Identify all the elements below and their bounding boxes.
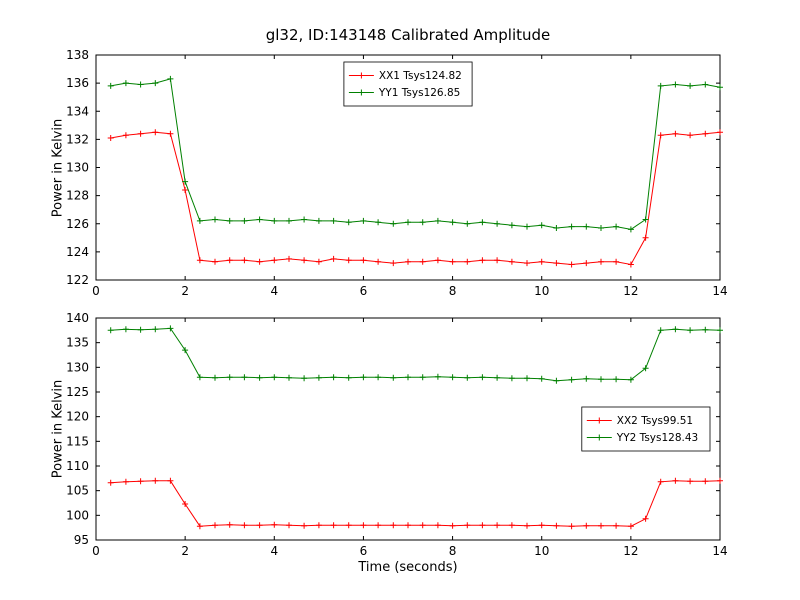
figure-title: gl32, ID:143148 Calibrated Amplitude — [265, 26, 551, 44]
y-tick-label: 132 — [66, 132, 89, 146]
y-tick-label: 126 — [66, 217, 89, 231]
axes: 0 2 4 6 8 10 12 14 95 100 105 110 115 120 125 130 135 140… — [66, 311, 728, 558]
y-tick-label: 140 — [66, 311, 89, 325]
series-line — [110, 327, 721, 382]
x-tick-label: 4 — [270, 544, 278, 558]
axes: 0 2 4 6 8 10 12 14 122 124 126 128 130 132 134 136 138 XX… — [66, 48, 728, 298]
y-tick-label: 128 — [66, 189, 89, 203]
x-tick-label: 6 — [360, 284, 368, 298]
series-line — [110, 480, 721, 527]
series-line — [110, 131, 721, 266]
x-tick-label: 14 — [712, 284, 727, 298]
x-tick-label: 8 — [449, 284, 457, 298]
y-tick-label: 100 — [66, 508, 89, 522]
x-tick-label: 8 — [449, 544, 457, 558]
x-tick-label: 12 — [623, 284, 638, 298]
legend-label: XX2 Tsys99.51 — [617, 415, 693, 427]
y-tick-label: 125 — [66, 385, 89, 399]
x-tick-label: 10 — [534, 544, 549, 558]
x-tick-label: 2 — [181, 544, 189, 558]
legend-label: YY1 Tsys126.85 — [378, 87, 460, 99]
x-tick-label: 2 — [181, 284, 189, 298]
y-tick-label: 105 — [66, 484, 89, 498]
legend-marker — [358, 72, 365, 79]
x-tick-label: 12 — [623, 544, 638, 558]
y-tick-label: 120 — [66, 410, 89, 424]
legend-marker — [358, 89, 365, 96]
legend-label: YY2 Tsys128.43 — [616, 432, 698, 444]
x-tick-label: 10 — [534, 284, 549, 298]
y-tick-label: 136 — [66, 76, 89, 90]
legend-marker — [596, 417, 603, 424]
legend-label: XX1 Tsys124.82 — [379, 70, 462, 82]
y-tick-label: 115 — [66, 434, 89, 448]
series-markers — [107, 477, 723, 530]
y-tick-label: 110 — [66, 459, 89, 473]
y-tick-label: 135 — [66, 336, 89, 350]
y-tick-label: 130 — [66, 360, 89, 374]
y-tick-label: 95 — [74, 533, 89, 547]
x-tick-label: 0 — [92, 284, 100, 298]
y-tick-label: 124 — [66, 245, 89, 259]
x-tick-label: 6 — [360, 544, 368, 558]
y-tick-label: 130 — [66, 161, 89, 175]
x-tick-label: 4 — [270, 284, 278, 298]
series-markers — [107, 129, 723, 268]
top-y-axis-label: Power in Kelvin — [50, 118, 66, 218]
series-markers — [107, 325, 723, 384]
y-tick-label: 134 — [66, 104, 89, 118]
axes-frame — [95, 317, 721, 541]
y-tick-label: 122 — [66, 273, 89, 287]
x-tick-label: 0 — [92, 544, 100, 558]
x-axis-label: Time (seconds) — [358, 560, 458, 575]
series-markers — [107, 75, 723, 233]
legend-box — [343, 61, 473, 107]
x-tick-label: 14 — [712, 544, 727, 558]
y-tick-label: 138 — [66, 48, 89, 62]
legend-marker — [596, 434, 603, 441]
bottom-y-axis-label: Power in Kelvin — [50, 379, 66, 479]
legend-box — [581, 406, 711, 452]
